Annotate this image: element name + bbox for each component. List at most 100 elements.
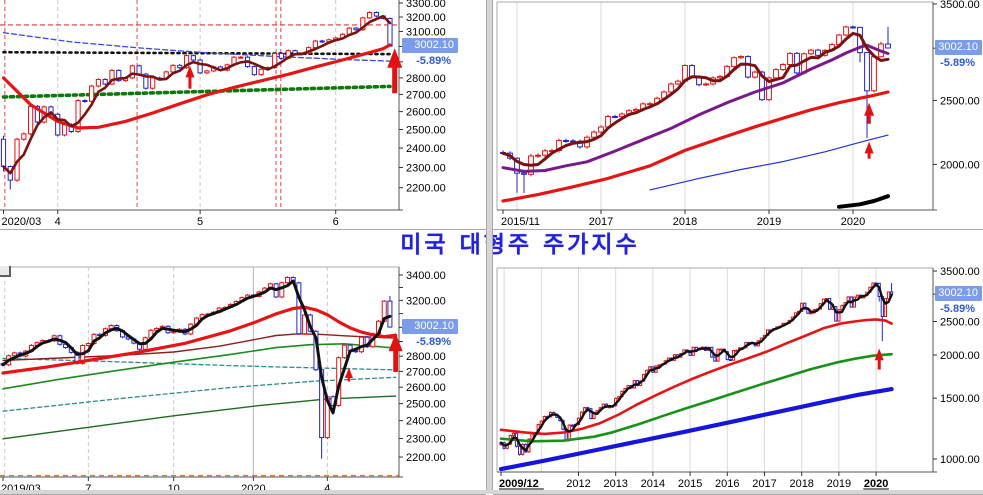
ma30-red: [1, 305, 398, 375]
x-axis-label: 2019: [827, 478, 851, 490]
ma-overlays: [1, 279, 398, 415]
x-axis-label: 2020: [841, 216, 865, 228]
price-label-value: 3002.10: [935, 39, 982, 55]
x-axis-label: 2019/03: [1, 483, 41, 493]
y-axis-label: 2400.00: [406, 143, 446, 155]
price-label-value: 3002.10: [935, 286, 982, 302]
y-axis-label: 2200.00: [406, 452, 446, 464]
back-overlays: [649, 134, 890, 209]
x-axis-label: 7: [85, 483, 91, 493]
ma-blue-dashed: [2, 32, 391, 62]
y-axis-label: 2000.00: [940, 159, 980, 171]
y-axis-label: 2500.00: [406, 399, 446, 411]
y-axis-label: 2500.00: [406, 124, 446, 136]
x-axis-label: 2018: [789, 478, 813, 490]
ma-overlays: [1, 14, 392, 175]
y-axis-label: 2500.00: [940, 95, 980, 107]
x-axis-label: 2019: [757, 216, 781, 228]
ma5-darkred: [501, 31, 890, 167]
x-axis-label: 5: [197, 216, 203, 228]
price-change-pct: -5.89%: [416, 336, 451, 349]
ma24-red: [499, 318, 893, 436]
weekly-chart-canvas: 2200.00 2300.00 2400.00 2500.00 2600.00 2700.…: [0, 266, 446, 493]
monthly-10y-chart-canvas: 1000.00 1500.00 2000.00 2500.00 3500.00 2009/…: [496, 266, 980, 490]
price-label-value: 3002.10: [402, 38, 458, 54]
y-axis-label: 2300.00: [406, 433, 446, 445]
y-axis-label: 2400.00: [406, 416, 446, 428]
x-axis-label: 10: [168, 483, 180, 493]
x-axis-label: 6: [333, 216, 339, 228]
price-change-pct: -5.89%: [940, 303, 975, 316]
chart-panel-weekly[interactable]: 2200.00 2300.00 2400.00 2500.00 2600.00 2700.…: [0, 264, 486, 495]
price-label: 3002.10 -5.89%: [935, 286, 982, 316]
ma60-thin-blue: [649, 134, 889, 191]
y-axis-label: 1000.00: [940, 454, 980, 466]
axes: 2200.00 2300.00 2400.00 2500.00 2600.00 2700.…: [0, 0, 446, 228]
x-axis-label: 2020: [864, 478, 888, 490]
x-axis-label: 2014: [641, 478, 665, 490]
price-label: 3002.10 -5.89%: [402, 38, 458, 68]
ma3-black: [499, 283, 893, 452]
y-axis-label: 3400.00: [406, 270, 446, 282]
x-axis-label: 2017: [589, 216, 613, 228]
price-label-value: 3002.10: [402, 319, 458, 335]
y-axis-label: 2700.00: [406, 89, 446, 101]
back-overlays: [498, 386, 894, 472]
x-axis-label: 2017: [752, 478, 776, 490]
y-axis-label: 2800.00: [406, 351, 446, 363]
x-axis-label: 2020/03: [2, 216, 42, 228]
chart-panel-monthly-5y[interactable]: 2000.00 2500.00 3500.00 2015/11 2017 2018 2019…: [493, 0, 983, 230]
ma10-purple: [501, 43, 890, 173]
panel-divider: [486, 0, 493, 494]
x-axis-label: 2012: [566, 478, 590, 490]
signal-arrows: [874, 348, 884, 370]
chart-panel-daily[interactable]: 2200.00 2300.00 2400.00 2500.00 2600.00 2700.…: [0, 0, 486, 230]
y-axis-label: 2500.00: [940, 317, 980, 329]
axes: 2000.00 2500.00 3500.00 2015/11 2017 2018 2019…: [496, 0, 980, 228]
prev-close-dotted: [2, 50, 392, 56]
x-axis-label: 2015/11: [501, 216, 540, 228]
page-title: 미국 대형주 주가지수: [400, 231, 640, 258]
y-axis-label: 2300.00: [406, 162, 446, 174]
price-change-pct: -5.89%: [416, 55, 451, 68]
y-axis-label: 2200.00: [406, 183, 446, 195]
daily-chart-canvas: 2200.00 2300.00 2400.00 2500.00 2600.00 2700.…: [0, 0, 446, 228]
y-axis-label: 2800.00: [406, 73, 446, 85]
gridlines: [516, 2, 854, 210]
price-label: 3002.10 -5.89%: [402, 319, 458, 349]
ma5-darkred: [2, 14, 392, 175]
axes: 2200.00 2300.00 2400.00 2500.00 2600.00 2700.…: [0, 266, 446, 493]
y-axis-label: 3200.00: [406, 12, 446, 24]
chart-panel-monthly-10y[interactable]: 1000.00 1500.00 2000.00 2500.00 3500.00 2009/…: [493, 264, 983, 495]
ma-overlays: [499, 283, 893, 452]
gridlines: [4, 267, 328, 477]
ma120-blue: [498, 386, 894, 472]
monthly-5y-chart-canvas: 2000.00 2500.00 3500.00 2015/11 2017 2018 2019…: [496, 0, 980, 228]
y-axis-label: 3100.00: [406, 26, 446, 38]
ma3-black: [1, 279, 392, 415]
x-axis-label: 4: [55, 216, 61, 228]
x-axis-label: 2016: [715, 478, 739, 490]
signal-arrows: [344, 332, 403, 382]
ma24-red: [501, 90, 890, 203]
x-axis-label: 2015: [678, 478, 702, 490]
ma-green-upper: [2, 343, 397, 390]
price-change-pct: -5.89%: [940, 56, 975, 69]
gridlines: [4, 0, 337, 210]
price-label: 3002.10 -5.89%: [935, 39, 982, 70]
ma120-black: [837, 194, 890, 209]
x-axis-label: 2018: [673, 216, 697, 228]
bottom-strip: [0, 490, 983, 494]
signal-arrows: [864, 102, 875, 159]
y-axis-label: 2600.00: [406, 382, 446, 394]
panel-corner-widget[interactable]: [0, 266, 11, 277]
x-axis-label: 2013: [603, 478, 627, 490]
y-axis-label: 2000.00: [940, 350, 980, 362]
x-axis-label: 2009/12: [499, 478, 539, 490]
candles: [0, 11, 393, 190]
y-axis-label: 2600.00: [406, 107, 446, 119]
trend-teal-upper: [2, 357, 397, 371]
signal-arrows: [185, 48, 403, 94]
ma120-green-dotted: [1, 84, 392, 99]
y-axis-label: 3300.00: [406, 0, 446, 10]
